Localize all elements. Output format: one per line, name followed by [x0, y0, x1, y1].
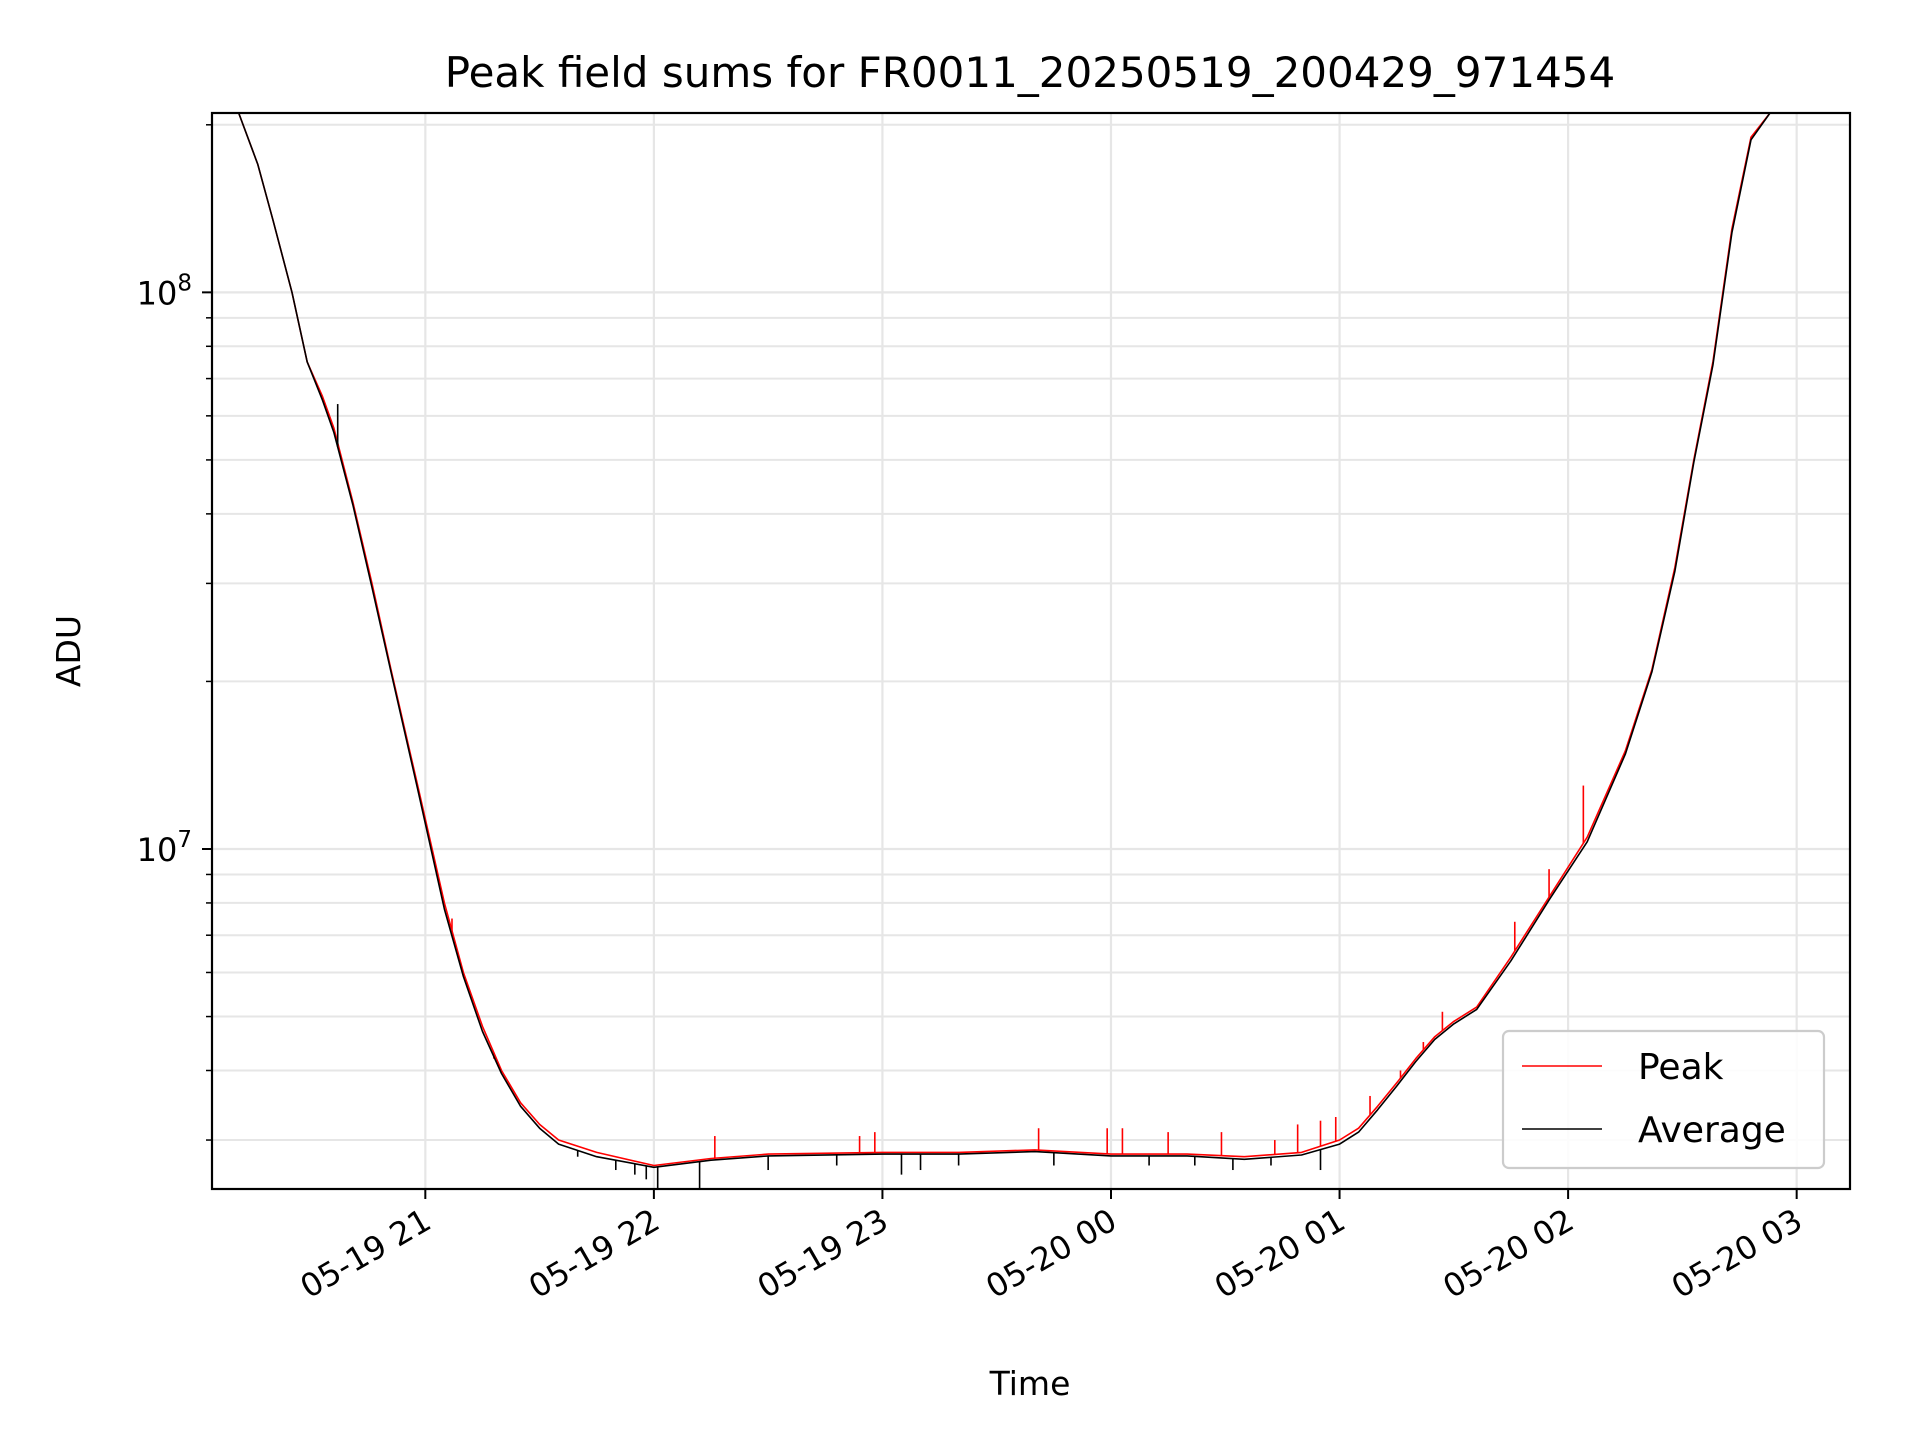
average-series-line: [237, 113, 1771, 1169]
legend-label-peak: Peak: [1638, 1047, 1724, 1088]
y-axis-label: ADU: [49, 615, 88, 687]
legend-label-average: Average: [1638, 1110, 1786, 1151]
grid-layer: [212, 113, 1850, 1189]
average-series: [237, 113, 1771, 1189]
x-axis-label: Time: [989, 1364, 1071, 1403]
plot-frame: [210, 111, 1852, 1191]
chart-title: Peak field sums for FR0011_20250519_2004…: [445, 48, 1615, 97]
plot-layer: [237, 113, 1771, 1189]
y-tick-label: 107: [137, 827, 192, 869]
peak-series-line: [237, 113, 1771, 1167]
legend: Peak Average: [1501, 1029, 1826, 1170]
peak-series: [237, 113, 1771, 1167]
y-tick-label: 108: [137, 270, 192, 312]
